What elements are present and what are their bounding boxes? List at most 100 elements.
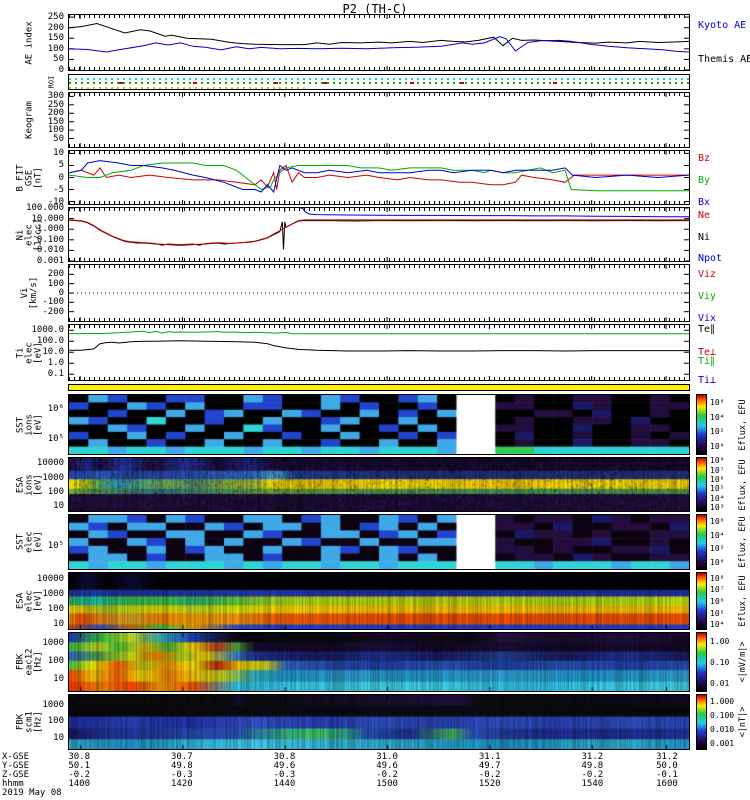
colorbar-tick-label: 10⁶ <box>710 597 725 606</box>
minor-x-ticks <box>69 325 689 328</box>
y-tick-label: 10⁵ <box>47 433 64 444</box>
panel-sst_ions <box>68 394 690 455</box>
minor-x-ticks <box>69 151 689 154</box>
y-tick-label: 1.000 <box>36 224 64 235</box>
y-tick-label: 100 <box>47 715 64 726</box>
line-plot-keogram <box>69 93 689 147</box>
minor-x-ticks <box>69 67 689 70</box>
spectrogram-fbk_b <box>69 695 689 749</box>
colorbar-fbk_e <box>696 632 707 692</box>
roi-accent-mark <box>410 82 414 85</box>
y-tick-label: 250 <box>47 12 64 23</box>
footer-tick-column: 30.8 49.6 -0.3 1440 <box>273 752 296 789</box>
y-tick-label: 10⁵ <box>47 541 64 552</box>
series-By <box>69 162 689 192</box>
panel-fbk_b <box>68 694 690 750</box>
minor-x-ticks <box>69 265 689 268</box>
y-tick-label: 100 <box>47 486 64 497</box>
y-tick-label: 100.000 <box>26 203 64 213</box>
y-tick-label: 1.0 <box>47 358 64 369</box>
colorbar-tick-label: 0.10 <box>710 658 730 667</box>
spectrogram-fbk_e <box>69 633 689 691</box>
colorbar-unit-label: Eflux, EFU <box>738 398 748 451</box>
panel-sst_elec <box>68 514 690 570</box>
series-Bz <box>69 164 689 190</box>
series-Bx <box>69 160 689 194</box>
colorbar-unit-label: Eflux, EFU <box>738 575 748 627</box>
y-tick-label: -5 <box>53 184 64 195</box>
series-label-Ti: Ti⊥ <box>698 375 717 387</box>
y-tick-label: 100 <box>47 278 64 289</box>
y-tick-label: 1000 <box>42 699 64 710</box>
y-tick-label: 150 <box>47 116 64 127</box>
minor-x-ticks <box>69 258 689 261</box>
y-tick-label: 0.001 <box>36 256 64 266</box>
series-Te-par <box>69 340 689 352</box>
footer-tick-column: 31.2 50.0 -0.1 1600 <box>656 752 678 789</box>
panel-temperature <box>68 324 690 381</box>
series-label-Ti: Ti∥ <box>698 356 716 368</box>
y-tick-label: 0.1 <box>47 369 64 380</box>
minor-x-ticks <box>69 201 689 204</box>
colorbar-tick-label: 10⁴ <box>710 620 725 630</box>
colorbar-tick-label: 10⁴ <box>710 493 725 503</box>
y-tick-label: 200 <box>47 108 64 119</box>
footer-tick-column: 31.1 49.7 -0.2 1520 <box>478 752 501 789</box>
roi-accent-mark <box>273 82 278 85</box>
minor-x-ticks <box>69 15 689 18</box>
footer-row-label-y-gse: Y-GSE <box>2 761 30 771</box>
y-tick-label: 5 <box>58 160 64 171</box>
minor-x-ticks <box>69 144 689 147</box>
y-tick-label: 100 <box>47 603 64 614</box>
panel-keogram <box>68 92 690 148</box>
y-tick-label: 0 <box>58 65 64 75</box>
panel-bfit <box>68 150 690 205</box>
roi-accent-mark <box>552 82 557 85</box>
colorbar-tick-label: 0.01 <box>710 679 730 688</box>
ylabel-roi: ROI <box>47 75 56 89</box>
roi-accent-mark <box>118 82 123 85</box>
footer-tick-column: 30.8 50.1 -0.2 1400 <box>68 752 91 789</box>
minor-x-ticks <box>69 93 689 96</box>
colorbar-tick-label: 0.010 <box>710 724 735 734</box>
colorbar-unit-label: <|mV/m|> <box>738 641 748 683</box>
y-tick-label: 250 <box>47 99 64 110</box>
y-tick-label: 10⁶ <box>47 404 64 415</box>
colorbar-esa_ions <box>696 457 707 512</box>
colorbar-tick-label: 10⁴ <box>710 412 725 422</box>
y-tick-label: 200 <box>47 269 64 280</box>
y-tick-label: 100 <box>47 125 64 136</box>
y-tick-label: 100 <box>47 43 64 54</box>
series-label-Bx: Bx <box>698 197 711 209</box>
colorbar-tick-label: 10⁶ <box>710 517 725 527</box>
series-label-Ne: Ne <box>698 210 711 222</box>
series-Ti-par <box>69 330 689 335</box>
y-tick-label: 10 <box>53 501 64 512</box>
panel-esa_elec <box>68 572 690 630</box>
y-tick-label: 10 <box>53 673 64 684</box>
colorbar-tick-label: 10² <box>710 544 725 554</box>
colorbar-tick-label: 10⁸ <box>710 456 725 466</box>
colorbar-tick-label: 1.00 <box>710 637 730 646</box>
series-Ne <box>69 219 689 246</box>
y-tick-label: 10000 <box>36 458 64 469</box>
spectrogram-esa_elec <box>69 573 689 629</box>
y-tick-label: 10.000 <box>31 213 64 224</box>
panel-ae <box>68 14 690 71</box>
line-plot-density <box>69 208 689 261</box>
series-label-Viz: Viz <box>698 268 717 280</box>
y-tick-label: 0.010 <box>36 245 64 256</box>
y-tick-label: 0 <box>58 288 64 298</box>
colorbar-unit-label: <|nT|> <box>738 706 748 738</box>
y-tick-label: 1000 <box>42 588 64 599</box>
footer-tick-column: 30.7 49.8 -0.3 1420 <box>170 752 193 789</box>
series-Kyoto-AE <box>69 36 689 53</box>
panel-esa_ions <box>68 457 690 512</box>
y-tick-label: 100 <box>47 655 64 666</box>
colorbar-tick-label: 10⁰ <box>710 557 725 567</box>
series-label-ThemisAE: Themis AE <box>698 54 750 66</box>
spectrogram-esa_ions <box>69 458 689 511</box>
y-tick-label: 10 <box>53 618 64 629</box>
page-title: P2 (TH-C) <box>342 2 408 16</box>
y-tick-label: 300 <box>47 91 64 102</box>
